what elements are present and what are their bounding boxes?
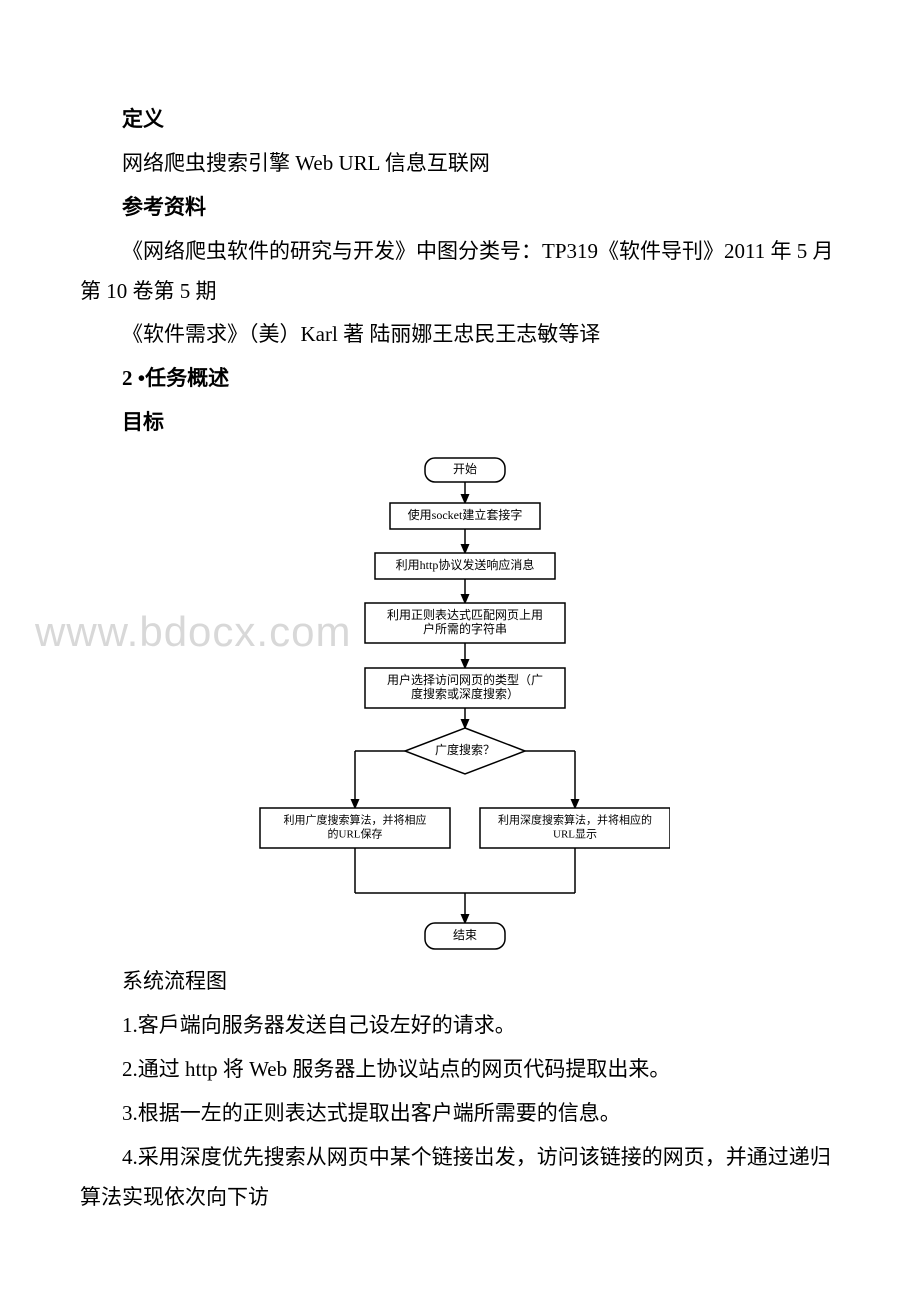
- svg-text:利用http协议发送响应消息: 利用http协议发送响应消息: [396, 557, 535, 572]
- svg-text:利用广度搜索算法，并将相应: 利用广度搜索算法，并将相应: [284, 813, 427, 827]
- step-1: 1.客戶端向服务器发送自己设左好的请求。: [80, 1006, 840, 1046]
- svg-text:开始: 开始: [453, 462, 477, 476]
- heading-goal: 目标: [80, 403, 840, 443]
- paragraph-definition: 网络爬虫搜索引擎 Web URL 信息互联网: [80, 144, 840, 184]
- step-3: 3.根据一左的正则表达式提取出客户端所需要的信息。: [80, 1094, 840, 1134]
- svg-text:利用正则表达式匹配网页上用: 利用正则表达式匹配网页上用: [387, 608, 543, 622]
- paragraph-reference-2: 《软件需求》（美）Karl 著 陆丽娜王忠民王志敏等译: [80, 315, 840, 355]
- svg-text:用户选择访问网页的类型（广: 用户选择访问网页的类型（广: [387, 672, 543, 687]
- heading-task-overview: 2 •任务概述: [80, 359, 840, 399]
- flowchart-container: www.bdocx.com 开始使用socket建立套接字利用http协议发送响…: [80, 453, 840, 958]
- step-2: 2.通过 http 将 Web 服务器上协议站点的网页代码提取出来。: [80, 1050, 840, 1090]
- flowchart-caption: 系统流程图: [80, 962, 840, 1002]
- heading-references: 参考资料: [80, 188, 840, 228]
- svg-text:使用socket建立套接字: 使用socket建立套接字: [408, 507, 523, 522]
- svg-text:利用深度搜索算法，并将相应的: 利用深度搜索算法，并将相应的: [498, 813, 652, 827]
- paragraph-reference-1: 《网络爬虫软件的研究与开发》中图分类号：TP319《软件导刊》2011 年 5 …: [80, 232, 840, 312]
- system-flowchart: 开始使用socket建立套接字利用http协议发送响应消息利用正则表达式匹配网页…: [250, 453, 670, 958]
- svg-text:户所需的字符串: 户所需的字符串: [423, 621, 507, 636]
- svg-text:结束: 结束: [453, 928, 477, 942]
- svg-text:URL显示: URL显示: [553, 828, 597, 841]
- step-4: 4.采用深度优先搜索从网页中某个链接岀发，访问该链接的网页，并通过递归算法实现依…: [80, 1138, 840, 1218]
- svg-text:的URL保存: 的URL保存: [328, 827, 383, 841]
- heading-definition: 定义: [80, 100, 840, 140]
- svg-text:广度搜索？: 广度搜索？: [435, 742, 495, 757]
- svg-text:度搜索或深度搜索）: 度搜索或深度搜索）: [411, 686, 519, 701]
